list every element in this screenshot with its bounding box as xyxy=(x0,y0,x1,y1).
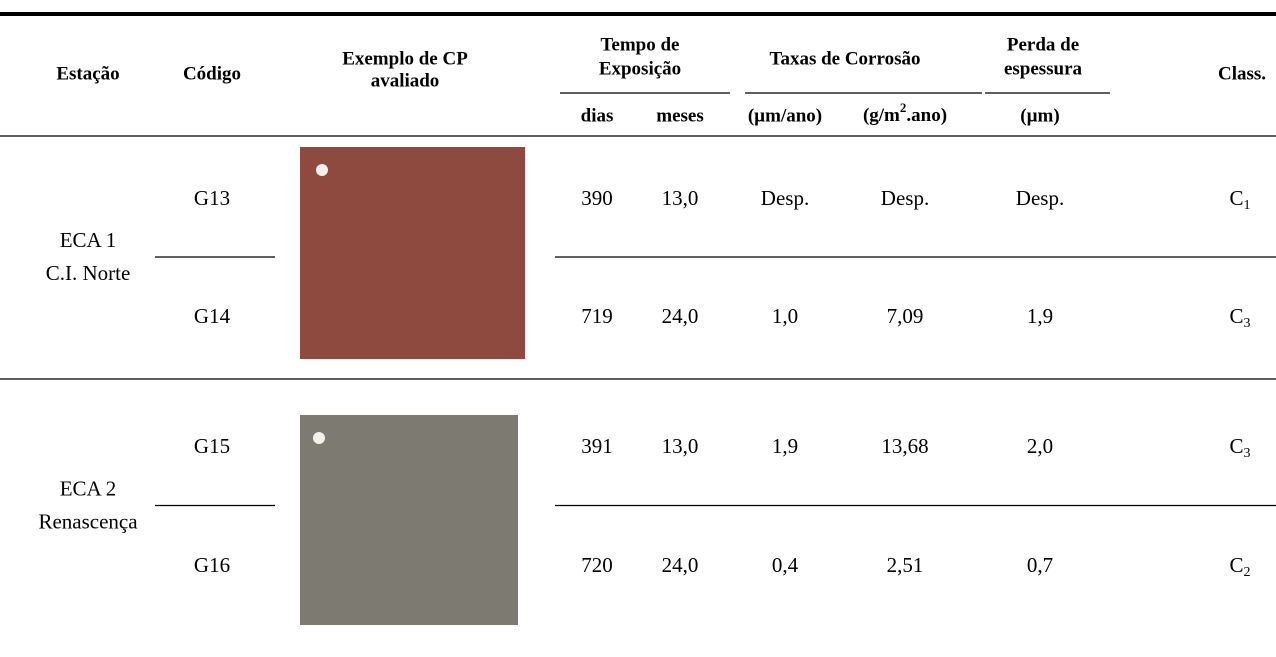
cell-codigo: G14 xyxy=(194,304,231,328)
unit: (µm) xyxy=(1020,105,1059,126)
cell-perda: 1,9 xyxy=(1027,304,1053,328)
header-perda: espessura xyxy=(1004,58,1083,79)
unit: dias xyxy=(581,105,614,126)
cell-taxa-g: 13,68 xyxy=(881,434,928,458)
cell-meses: 24,0 xyxy=(662,553,699,577)
cell-taxa-g: 2,51 xyxy=(887,553,924,577)
sample-hole xyxy=(313,432,325,444)
cell-class: C3 xyxy=(1229,434,1250,461)
cell-taxa-um: 1,0 xyxy=(772,304,798,328)
class-sub: 1 xyxy=(1244,198,1251,213)
unit: (g/m2.ano) xyxy=(863,100,947,126)
station-place: Renascença xyxy=(38,509,138,533)
header-taxas: Taxas de Corrosão xyxy=(770,48,921,69)
class-base: C xyxy=(1229,553,1243,577)
class-sub: 3 xyxy=(1244,316,1251,331)
cell-taxa-g: Desp. xyxy=(881,186,929,210)
cell-taxa-um: Desp. xyxy=(761,186,809,210)
class-base: C xyxy=(1229,304,1243,328)
class-base: C xyxy=(1229,186,1243,210)
unit-sup: 2 xyxy=(900,100,907,115)
header-exemplo: Exemplo de CP xyxy=(342,48,468,69)
cell-codigo: G16 xyxy=(194,553,230,577)
cell-dias: 390 xyxy=(581,186,613,210)
header-exemplo: avaliado xyxy=(371,70,440,91)
unit-part: .ano) xyxy=(906,105,947,126)
header-tempo: Exposição xyxy=(599,58,681,79)
unit: meses xyxy=(656,105,703,126)
cell-class: C3 xyxy=(1229,304,1250,331)
unit: (µm/ano) xyxy=(748,105,822,126)
cell-codigo: G15 xyxy=(194,434,230,458)
header-estacao: Estação xyxy=(56,63,119,84)
cell-class: C2 xyxy=(1229,553,1250,580)
station-name: ECA 2 xyxy=(60,476,117,500)
header-class: Class. xyxy=(1218,63,1266,84)
class-sub: 2 xyxy=(1244,565,1251,580)
sample-photo xyxy=(300,147,525,359)
unit-part: (g/m xyxy=(863,105,900,126)
cell-codigo: G13 xyxy=(194,186,230,210)
cell-taxa-um: 1,9 xyxy=(772,434,798,458)
class-base: C xyxy=(1229,434,1243,458)
sample-photo xyxy=(300,415,518,625)
cell-perda: Desp. xyxy=(1016,186,1064,210)
cell-meses: 13,0 xyxy=(662,434,699,458)
header-tempo: Tempo de xyxy=(600,34,679,55)
cell-dias: 720 xyxy=(581,553,613,577)
cell-dias: 391 xyxy=(581,434,613,458)
cell-perda: 0,7 xyxy=(1027,553,1053,577)
class-sub: 3 xyxy=(1244,446,1251,461)
header-perda: Perda de xyxy=(1007,34,1079,55)
sample-hole xyxy=(316,164,328,176)
cell-dias: 719 xyxy=(581,304,613,328)
cell-meses: 13,0 xyxy=(662,186,699,210)
cell-taxa-g: 7,09 xyxy=(887,304,924,328)
station-place: C.I. Norte xyxy=(46,261,131,285)
cell-class: C1 xyxy=(1229,186,1250,213)
cell-meses: 24,0 xyxy=(662,304,699,328)
cell-taxa-um: 0,4 xyxy=(772,553,799,577)
header-codigo: Código xyxy=(183,63,241,84)
cell-perda: 2,0 xyxy=(1027,434,1053,458)
station-name: ECA 1 xyxy=(60,228,117,252)
